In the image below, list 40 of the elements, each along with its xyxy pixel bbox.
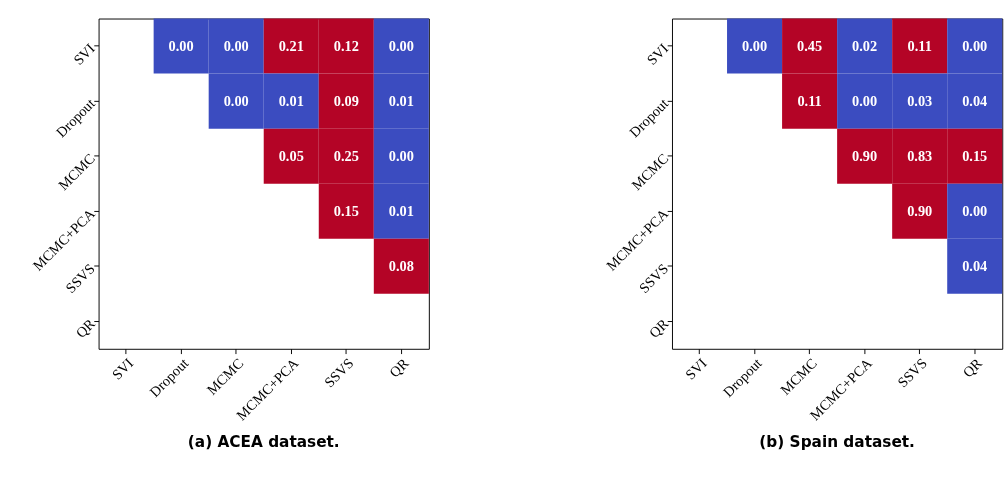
data-label: 0.00 (742, 37, 768, 54)
data-label: 0.08 (388, 258, 414, 275)
x-tick-label: SVI (682, 354, 710, 383)
data-label: 0.00 (388, 37, 414, 54)
data-label: 0.00 (168, 37, 194, 54)
data-label: 0.21 (278, 37, 304, 54)
data-label: 0.05 (278, 147, 304, 164)
data-label: 0.45 (797, 37, 823, 54)
data-label: 0.11 (797, 92, 822, 109)
data-label: 0.00 (388, 147, 414, 164)
x-tick-label: QR (386, 354, 412, 381)
data-label: 0.00 (962, 37, 988, 54)
text: (b) Spain dataset. (759, 432, 915, 451)
data-label: 0.02 (852, 37, 878, 54)
x-tick-label: SVI (108, 354, 137, 383)
data-label: 0.01 (388, 202, 414, 219)
y-tick-label: SVI (643, 40, 672, 68)
data-label: 0.01 (278, 92, 304, 109)
data-label: 0.90 (852, 147, 878, 164)
y-tick-label: QR (72, 315, 99, 341)
data-label: 0.01 (388, 92, 414, 109)
data-label: 0.12 (333, 37, 359, 54)
data-label: 0.00 (962, 202, 988, 219)
data-label: 0.15 (962, 147, 988, 164)
data-label: 0.83 (907, 147, 933, 164)
x-tick-label: QR (959, 354, 986, 381)
data-label: 0.15 (333, 202, 359, 219)
data-label: 0.90 (907, 202, 933, 219)
data-label: 0.00 (223, 92, 249, 109)
data-label: 0.09 (333, 92, 359, 109)
data-label: 0.11 (907, 37, 932, 54)
data-label: 0.00 (852, 92, 878, 109)
y-tick-label: SVI (70, 40, 99, 68)
y-tick-label: QR (645, 315, 672, 341)
text: (a) ACEA dataset. (187, 432, 340, 451)
data-label: 0.04 (962, 258, 988, 275)
data-label: 0.04 (962, 92, 988, 109)
data-label: 0.03 (907, 92, 933, 109)
data-label: 0.25 (333, 147, 359, 164)
data-label: 0.00 (223, 37, 249, 54)
